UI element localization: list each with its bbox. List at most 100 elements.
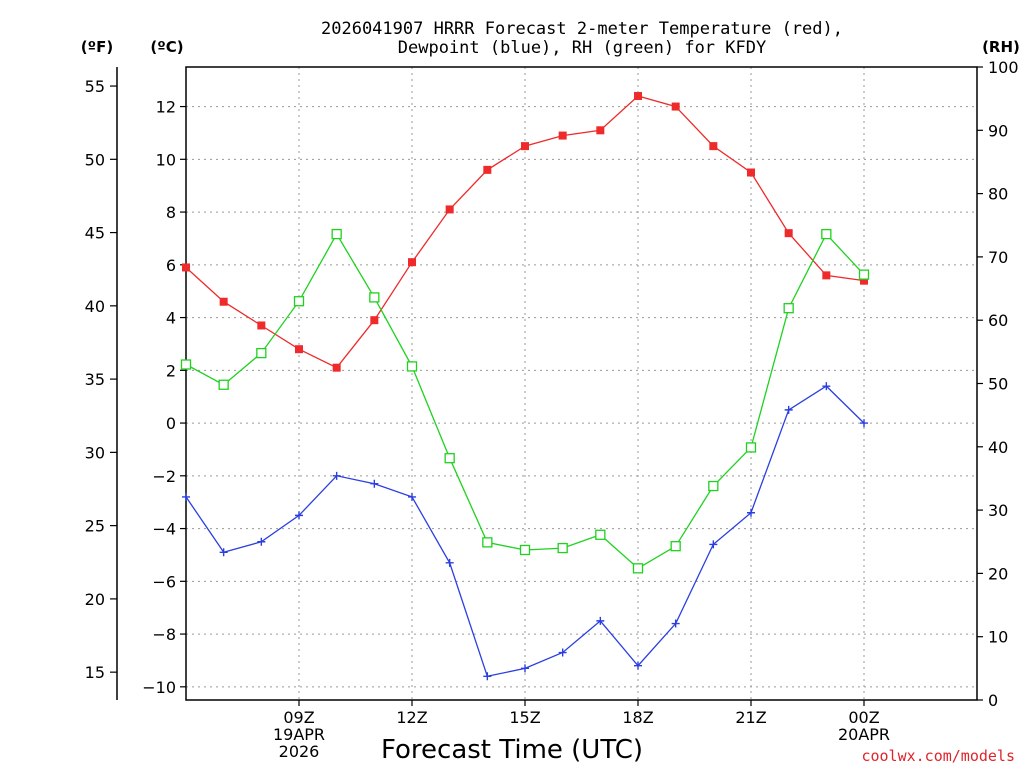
dew-point: [671, 619, 680, 628]
temp-point: [295, 345, 303, 354]
temp-point: [521, 142, 529, 151]
temp-point: [671, 102, 680, 111]
rh-series: [180, 228, 870, 574]
dew-point: [521, 664, 529, 673]
dew-point: [709, 540, 718, 549]
x-tick-label: 18Z: [622, 708, 653, 727]
rh-point: [444, 453, 455, 464]
dew-point: [784, 405, 793, 414]
x-tick-label: 21Z: [735, 708, 766, 727]
x-tick-label: 20APR: [838, 725, 890, 744]
temp-point: [709, 142, 718, 151]
rh-tick-label: 0: [988, 691, 998, 710]
temp-point: [596, 126, 605, 135]
chart-title-line-1: 2026041907 HRRR Forecast 2-meter Tempera…: [321, 19, 843, 39]
dew-point: [182, 492, 190, 501]
x-tick-label: 09Z: [283, 708, 314, 727]
gridlines: [186, 67, 977, 700]
celsius-tick-label: −4: [152, 520, 176, 539]
rh-point: [557, 542, 568, 554]
celsius-tick-label: −2: [152, 467, 176, 486]
temp-point: [408, 258, 416, 267]
temp-point: [445, 205, 454, 214]
dew-point: [558, 648, 567, 657]
chart-title-line-2: Dewpoint (blue), RH (green) for KFDY: [398, 38, 766, 58]
dew-point: [822, 382, 831, 391]
temp-point: [822, 271, 831, 280]
celsius-tick-label: 12: [156, 98, 176, 117]
fahrenheit-tick-label: 45: [85, 224, 105, 243]
dew-point: [596, 616, 605, 625]
x-tick-label: 2026: [279, 742, 320, 761]
celsius-tick-label: 4: [166, 309, 176, 328]
fahrenheit-tick-label: 15: [85, 663, 105, 682]
rh-point: [745, 442, 757, 453]
dew-point: [219, 548, 228, 557]
rh-point: [821, 228, 832, 240]
temp-point: [219, 297, 228, 306]
rh-point: [256, 347, 267, 359]
x-tick-label: 15Z: [509, 708, 540, 727]
rh-point: [218, 379, 229, 390]
fahrenheit-tick-label: 40: [85, 297, 105, 316]
celsius-tick-label: 6: [166, 256, 176, 275]
temp-point: [483, 165, 492, 174]
dew-point: [332, 471, 341, 480]
celsius-tick-label: 10: [156, 150, 176, 169]
celsius-tick-label: 8: [166, 203, 176, 222]
rh-tick-label: 10: [988, 628, 1008, 647]
x-axis-title: Forecast Time (UTC): [381, 735, 643, 765]
rh-tick-label: 20: [988, 564, 1008, 583]
temp-point: [257, 321, 266, 330]
rh-point: [595, 529, 606, 540]
rh-point: [783, 303, 794, 314]
temp-series: [182, 92, 868, 372]
rh-tick-label: 40: [988, 438, 1008, 457]
dew-point: [483, 672, 492, 681]
rh-tick-label: 70: [988, 248, 1008, 267]
fahrenheit-unit-label: (ºF): [81, 38, 113, 56]
rh-point: [180, 359, 192, 370]
dew-point: [747, 508, 755, 517]
rh-tick-label: 60: [988, 311, 1008, 330]
rh-point: [406, 361, 418, 372]
fahrenheit-tick-label: 20: [85, 590, 105, 609]
rh-point: [632, 563, 644, 574]
rh-unit-label: (RH): [982, 38, 1020, 56]
rh-tick-label: 80: [988, 185, 1008, 204]
x-tick-label: 19APR: [273, 725, 325, 744]
temp-point: [332, 363, 341, 372]
rh-point: [293, 296, 305, 307]
temp-point: [784, 229, 793, 238]
temp-point: [558, 131, 567, 140]
celsius-unit-label: (ºC): [150, 38, 183, 56]
x-tick-label: 00Z: [848, 708, 879, 727]
dew-point: [295, 511, 303, 520]
dew-point: [257, 537, 266, 546]
temp-point: [747, 168, 755, 177]
celsius-tick-label: 2: [166, 361, 176, 380]
temp-point: [182, 263, 190, 272]
dew-point: [860, 419, 868, 428]
fahrenheit-tick-label: 30: [85, 443, 105, 462]
dew-point: [370, 479, 379, 488]
rh-tick-label: 30: [988, 501, 1008, 520]
temp-point: [860, 276, 868, 285]
rh-tick-label: 100: [988, 58, 1019, 77]
x-tick-label: 12Z: [396, 708, 427, 727]
rh-tick-label: 90: [988, 121, 1008, 140]
plot-frame: [185, 66, 978, 701]
source-credit: coolwx.com/models: [861, 747, 1015, 765]
rh-point: [331, 228, 342, 240]
celsius-tick-label: −6: [152, 572, 176, 591]
dew-point: [408, 492, 416, 501]
fahrenheit-tick-label: 55: [85, 77, 105, 96]
axes: −10 −8 −6 −4 −2 0 2 4 6 8 10 12 15 20 25 30 35 40 45 50 55 0 1…: [85, 58, 1019, 761]
fahrenheit-tick-label: 50: [85, 150, 105, 169]
celsius-tick-label: −8: [152, 625, 176, 644]
fahrenheit-tick-label: 35: [85, 370, 105, 389]
dew-series: [182, 382, 868, 681]
rh-point: [369, 292, 380, 303]
rh-point: [670, 541, 681, 552]
